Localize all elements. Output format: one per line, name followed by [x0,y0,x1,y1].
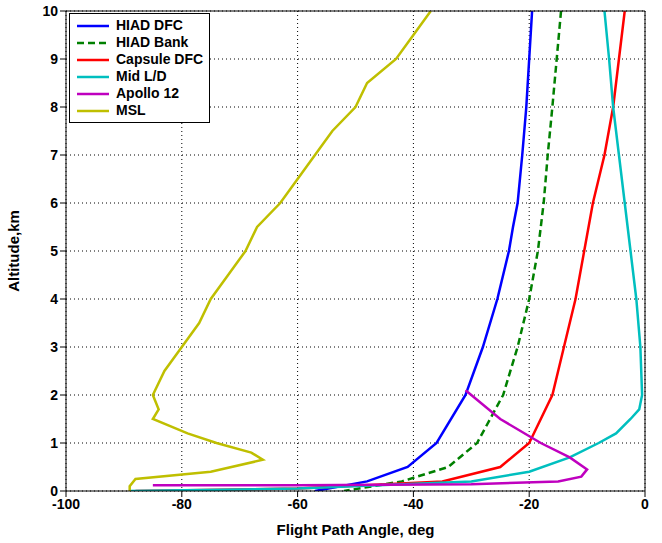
svg-text:Flight Path Angle, deg: Flight Path Angle, deg [277,521,435,538]
svg-text:8: 8 [50,99,58,115]
svg-text:6: 6 [50,195,58,211]
html-text:Mid L/D: Mid L/D [116,68,167,84]
svg-text:2: 2 [50,387,58,403]
html-text:HIAD DFC: HIAD DFC [116,17,183,33]
svg-text:0: 0 [641,496,649,512]
svg-text:-100: -100 [52,495,80,512]
svg-text:10: 10 [42,3,58,19]
svg-text:7: 7 [50,147,58,163]
html-text:HIAD Bank: HIAD Bank [116,34,189,50]
svg-text:5: 5 [50,243,58,259]
svg-text:1: 1 [50,435,58,451]
svg-text:-80: -80 [172,496,192,512]
svg-text:-60: -60 [287,496,307,512]
html-text:Apollo 12: Apollo 12 [116,85,179,101]
html-text:Capsule DFC: Capsule DFC [116,51,204,67]
svg-text:9: 9 [50,51,58,67]
html-text:MSL: MSL [116,102,146,118]
svg-text:4: 4 [50,291,58,307]
svg-text:3: 3 [50,339,58,355]
svg-text:0: 0 [50,483,58,499]
svg-text:Altitude,km: Altitude,km [5,210,22,292]
svg-text:-20: -20 [519,496,539,512]
svg-text:-40: -40 [403,496,423,512]
